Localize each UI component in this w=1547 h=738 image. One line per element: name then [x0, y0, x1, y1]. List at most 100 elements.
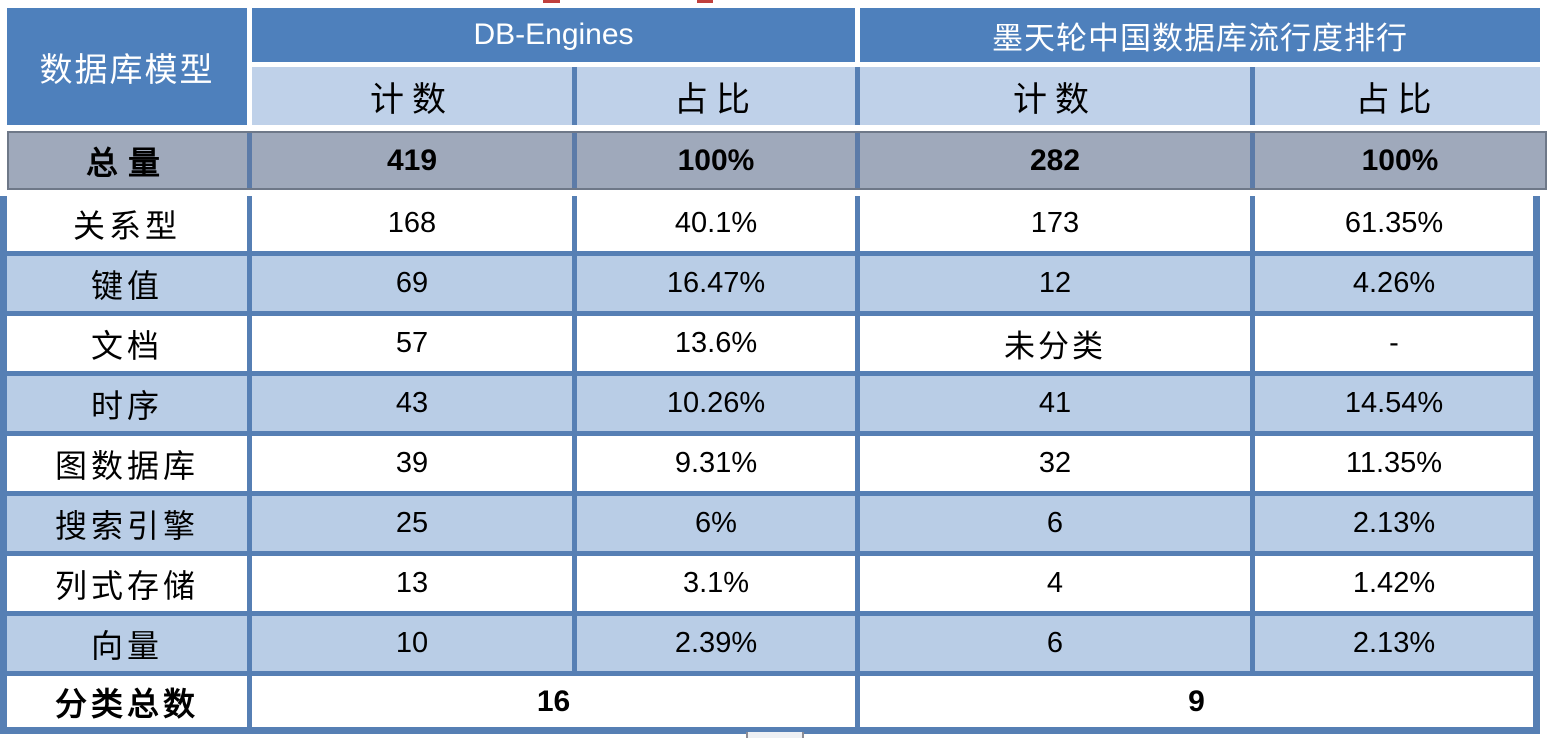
subheader-row: 计数 占比 计数 占比	[252, 67, 1540, 125]
table-row: 图数据库 39 9.31% 32 11.35%	[7, 431, 1533, 491]
cell-value: 9.31%	[674, 447, 758, 479]
column-divider	[1250, 376, 1255, 431]
cell-value: 43	[395, 387, 429, 419]
cell-value: 12	[1038, 267, 1072, 299]
column-divider	[855, 676, 860, 727]
row-label: 图数据库	[54, 447, 199, 484]
total-row: 总量 419 100% 282 100%	[7, 131, 1547, 190]
column-divider	[1250, 496, 1255, 551]
table-row: 关系型 168 40.1% 173 61.35%	[7, 196, 1533, 251]
column-divider	[247, 256, 252, 311]
cell-value: 未分类	[1004, 329, 1106, 364]
table-row: 列式存储 13 3.1% 4 1.42%	[7, 551, 1533, 611]
total-value: 282	[1029, 143, 1081, 177]
cell-value: 6	[1046, 507, 1064, 539]
total-value: 100%	[1361, 143, 1439, 177]
cell-value: 25	[395, 507, 429, 539]
column-divider	[1250, 67, 1255, 125]
cell-value: 41	[1038, 387, 1072, 419]
table-row: 键值 69 16.47% 12 4.26%	[7, 251, 1533, 311]
column-divider	[247, 496, 252, 551]
cell-value: -	[1389, 327, 1399, 359]
cell-value: 168	[387, 207, 437, 239]
column-divider	[247, 376, 252, 431]
column-divider	[247, 556, 252, 611]
column-header-count: 计数	[860, 67, 1250, 125]
cell-value: 4	[1046, 567, 1064, 599]
table-row: 向量 10 2.39% 6 2.13%	[7, 611, 1533, 671]
column-divider	[572, 196, 577, 251]
column-divider	[855, 616, 860, 671]
summary-row: 分类总数 16 9	[7, 671, 1533, 727]
data-grid: 关系型 168 40.1% 173 61.35% 键值 69 16.47% 12…	[0, 196, 1540, 734]
column-header-share: 占比	[577, 67, 855, 125]
row-label: 向量	[90, 627, 163, 664]
cell-value: 2.39%	[674, 627, 758, 659]
total-row-label: 总量	[85, 144, 170, 181]
cell-value: 2.13%	[1352, 627, 1436, 659]
horizontal-scrollbar-thumb[interactable]	[746, 732, 804, 738]
column-divider	[855, 256, 860, 311]
column-divider	[247, 316, 252, 371]
cell-value: 13.6%	[674, 327, 758, 359]
cell-value: 6%	[695, 507, 737, 539]
row-label: 键值	[90, 267, 163, 304]
column-divider	[855, 436, 860, 491]
cell-value: 39	[395, 447, 429, 479]
column-divider	[247, 436, 252, 491]
column-divider	[855, 316, 860, 371]
cell-value: 4.26%	[1352, 267, 1436, 299]
column-divider	[572, 316, 577, 371]
column-divider	[572, 256, 577, 311]
cell-value: 10.26%	[666, 387, 766, 419]
column-divider	[1250, 616, 1255, 671]
column-header-share: 占比	[1255, 67, 1540, 125]
column-divider	[247, 676, 252, 727]
column-divider	[855, 496, 860, 551]
group-header-db-engines: DB-Engines	[252, 8, 855, 62]
column-divider	[247, 196, 252, 251]
column-divider	[855, 556, 860, 611]
top-edge-artifact	[543, 0, 560, 3]
column-divider	[1250, 196, 1255, 251]
column-divider	[855, 67, 860, 125]
column-divider	[572, 67, 577, 125]
cell-value: 3.1%	[682, 567, 750, 599]
column-divider	[1250, 316, 1255, 371]
column-divider	[247, 616, 252, 671]
cell-value: 57	[395, 327, 429, 359]
cell-value: 61.35%	[1344, 207, 1444, 239]
column-divider	[1250, 556, 1255, 611]
table-row: 时序 43 10.26% 41 14.54%	[7, 371, 1533, 431]
column-header-count: 计数	[252, 67, 572, 125]
summary-value: 9	[1188, 684, 1205, 718]
cell-value: 13	[395, 567, 429, 599]
cell-value: 1.42%	[1352, 567, 1436, 599]
total-value: 419	[386, 143, 438, 177]
column-divider	[247, 133, 252, 188]
cell-value: 11.35%	[1345, 447, 1443, 479]
column-divider	[572, 436, 577, 491]
cell-value: 14.54%	[1344, 387, 1444, 419]
column-divider	[572, 616, 577, 671]
cell-value: 173	[1030, 207, 1080, 239]
column-divider	[572, 556, 577, 611]
cell-value: 6	[1046, 627, 1064, 659]
column-divider	[572, 133, 577, 188]
column-divider	[855, 376, 860, 431]
column-divider	[1250, 436, 1255, 491]
cell-value: 40.1%	[674, 207, 758, 239]
row-label: 搜索引擎	[54, 507, 199, 544]
corner-header-cell: 数据库模型	[7, 8, 247, 125]
column-divider	[855, 133, 860, 188]
column-divider	[572, 376, 577, 431]
column-divider	[1250, 133, 1255, 188]
cell-value: 2.13%	[1352, 507, 1436, 539]
column-divider	[1250, 256, 1255, 311]
row-label: 文档	[90, 327, 163, 364]
column-divider	[572, 496, 577, 551]
summary-row-label: 分类总数	[54, 685, 199, 722]
summary-value: 16	[536, 684, 571, 718]
group-header-motianlun: 墨天轮中国数据库流行度排行	[860, 8, 1540, 62]
